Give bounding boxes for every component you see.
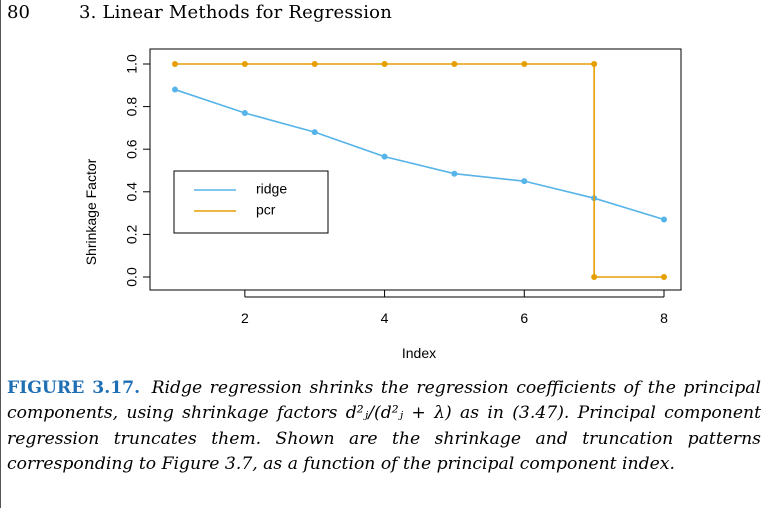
y-tick-label: 0.8 [124,97,140,117]
data-point-ridge [451,170,458,177]
y-axis: 0.0 0.2 0.4 0.6 0.8 1.0 [124,54,151,287]
figure: 0.0 0.2 0.4 0.6 0.8 1.0 2 4 6 8 ridge pcr Shrinka… [0,40,769,375]
page-number: 80 [7,2,30,23]
data-point-ridge [381,153,388,160]
x-tick-label: 6 [520,310,528,326]
x-tick-label: 2 [241,310,249,326]
figure-caption: FIGURE 3.17. Ridge regression shrinks th… [7,376,761,477]
page-margin-rule [0,0,1,508]
legend-box [173,170,329,234]
y-tick-label: 0.4 [124,182,140,202]
y-tick-label: 0.6 [124,139,140,159]
data-point-ridge [311,129,318,136]
legend-label-ridge: ridge [256,181,287,197]
data-point-ridge [172,86,178,93]
legend: ridge pcr [173,170,329,234]
data-point-pcr [661,274,667,280]
data-point-pcr [591,61,598,67]
series-line-ridge [174,88,665,221]
data-point-pcr [451,61,458,67]
y-tick-label: 0.2 [124,224,140,244]
plot-frame [149,48,682,291]
data-point-ridge [241,109,248,116]
running-head: 3. Linear Methods for Regression [79,2,393,23]
shrinkage-chart: 0.0 0.2 0.4 0.6 0.8 1.0 2 4 6 8 ridge pcr Shrinka… [83,48,682,361]
data-point-pcr [311,61,318,67]
series-layer [172,61,667,280]
y-axis-label: Shrinkage Factor [83,158,99,265]
x-axis: 2 4 6 8 [241,290,668,326]
caption-formula: d²ⱼ/(d²ⱼ + λ) [345,403,452,424]
data-point-ridge [521,178,528,185]
legend-label-pcr: pcr [256,202,276,218]
data-point-pcr [172,61,178,67]
y-tick-label: 0.0 [124,267,140,287]
y-tick-label: 1.0 [124,54,140,74]
caption-text-before: Ridge regression shrinks the regression … [7,378,762,424]
data-point-pcr [381,61,388,67]
data-point-pcr [241,61,248,67]
x-tick-label: 8 [660,310,668,326]
x-tick-label: 4 [381,310,389,326]
data-point-pcr [591,274,598,280]
data-point-pcr [521,61,528,67]
page-header: 80 3. Linear Methods for Regression [0,0,769,26]
caption-text-after: as in (3.47). Principal component regres… [7,403,761,474]
data-point-ridge [661,216,667,223]
figure-label: FIGURE 3.17. [7,378,141,398]
x-axis-label: Index [402,345,436,361]
